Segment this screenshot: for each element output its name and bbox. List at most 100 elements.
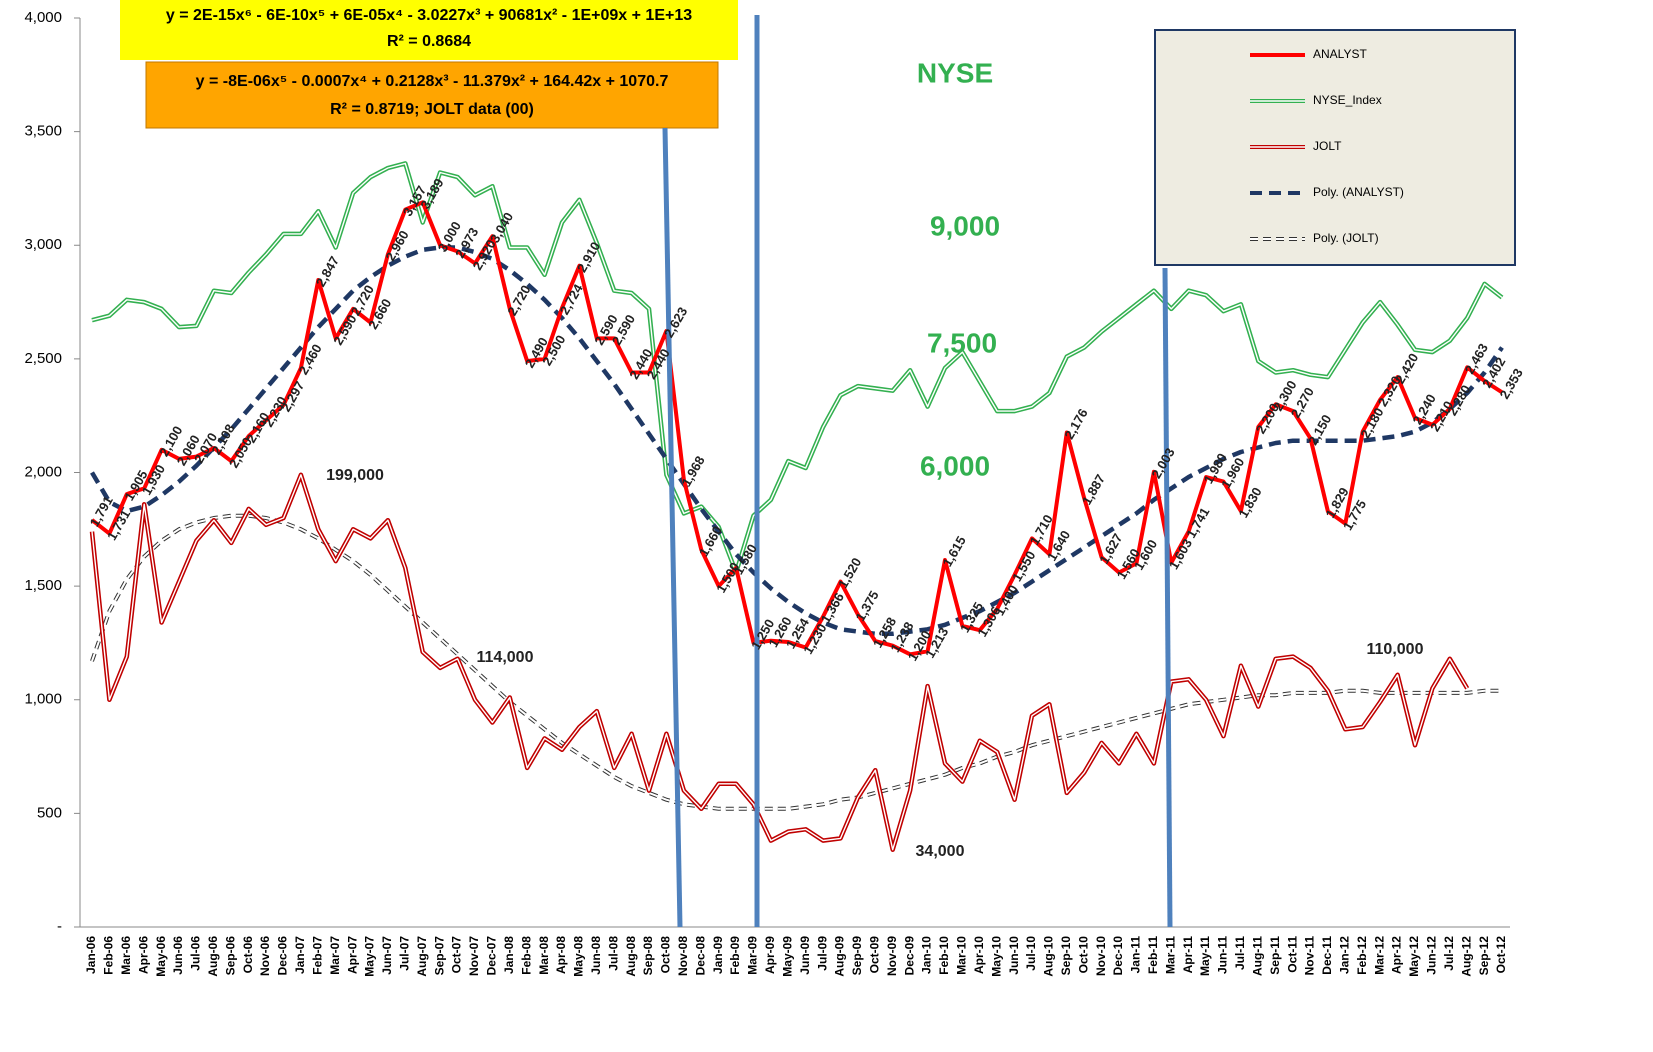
x-tick-label: Apr-07 — [345, 936, 359, 974]
series-line-inner — [91, 514, 1502, 810]
x-tick-label: Mar-06 — [119, 936, 133, 975]
equation-box — [145, 61, 719, 129]
x-tick-label: Nov-06 — [258, 936, 272, 976]
x-tick-label: Sep-08 — [641, 936, 655, 976]
x-tick-label: Jan-08 — [502, 936, 516, 974]
x-tick-label: May-12 — [1407, 936, 1421, 977]
x-tick-label: Apr-11 — [1181, 936, 1195, 974]
annotation: 110,000 — [1367, 641, 1424, 658]
x-tick-label: Sep-10 — [1059, 936, 1073, 976]
x-tick-label: Jul-08 — [606, 936, 620, 971]
legend-box — [1154, 29, 1516, 266]
x-tick-label: Oct-08 — [659, 936, 673, 974]
data-label: 2,623 — [661, 304, 690, 340]
y-tick-label: 4,000 — [24, 9, 62, 26]
x-tick-label: Feb-07 — [310, 936, 324, 975]
series-line — [90, 200, 1504, 657]
x-tick-label: Apr-12 — [1390, 936, 1404, 974]
x-tick-label: Feb-10 — [937, 936, 951, 975]
x-tick-label: Jan-07 — [293, 936, 307, 974]
x-tick-label: Jul-10 — [1024, 936, 1038, 971]
annotation: 199,000 — [326, 467, 384, 484]
x-tick-label: Nov-08 — [676, 936, 690, 976]
equation: y = 2E-15x⁶ - 6E-10x⁵ + 6E-05x⁴ - 3.0227… — [166, 7, 692, 24]
x-tick-label: Sep-07 — [432, 936, 446, 976]
x-tick-label: May-10 — [989, 936, 1003, 977]
x-tick-label: Dec-10 — [1111, 936, 1125, 976]
x-tick-label: Jan-10 — [920, 936, 934, 974]
data-label: 1,366 — [818, 590, 847, 626]
plot — [89, 161, 1504, 852]
x-tick-label: Jul-06 — [189, 936, 203, 971]
y-tick-label: 2,000 — [24, 463, 62, 480]
x-tick-label: Mar-08 — [537, 936, 551, 975]
data-label: 1,830 — [1235, 485, 1264, 521]
x-tick-label: Dec-07 — [485, 936, 499, 976]
x-tick-label: Jun-07 — [380, 936, 394, 975]
x-tick-label: Jun-10 — [1007, 936, 1021, 975]
x-tick-label: Oct-12 — [1494, 936, 1508, 974]
x-tick-label: Sep-12 — [1477, 936, 1491, 976]
data-label: 2,420 — [1392, 351, 1421, 387]
x-tick-label: Mar-07 — [328, 936, 342, 975]
x-tick-label: May-09 — [780, 936, 794, 977]
x-tick-label: May-06 — [154, 936, 168, 977]
marker-line — [1162, 267, 1173, 928]
equation: R² = 0.8684 — [387, 33, 471, 50]
x-tick-label: Jun-06 — [171, 936, 185, 975]
x-tick-label: Feb-12 — [1355, 936, 1369, 975]
y-tick-label: 3,000 — [24, 236, 62, 253]
x-tick-label: Mar-10 — [955, 936, 969, 975]
marker-line — [662, 127, 683, 928]
series-line-inner — [91, 474, 1468, 851]
data-label: 1,615 — [940, 534, 969, 570]
x-tick-label: Mar-11 — [1163, 936, 1177, 974]
x-tick-label: Nov-11 — [1303, 936, 1317, 976]
x-tick-label: Nov-10 — [1094, 936, 1108, 976]
x-tick-label: Aug-09 — [833, 936, 847, 977]
x-tick-label: Nov-07 — [467, 936, 481, 976]
x-tick-label: Aug-07 — [415, 936, 429, 977]
y-tick-label: - — [57, 918, 62, 935]
x-tick-label: Nov-09 — [885, 936, 899, 976]
annotation: 6,000 — [920, 450, 990, 481]
legend-label: Poly. (JOLT) — [1313, 231, 1379, 245]
data-label: 2,280 — [1444, 382, 1473, 418]
x-tick-label: Feb-08 — [519, 936, 533, 975]
x-tick-label: Aug-08 — [624, 936, 638, 977]
equation: y = -8E-06x⁵ - 0.0007x⁴ + 0.2128x³ - 11.… — [196, 73, 669, 90]
x-tick-label: Apr-10 — [972, 936, 986, 974]
x-tick-label: Aug-12 — [1459, 936, 1473, 977]
equation: R² = 0.8719; JOLT data (00) — [330, 101, 534, 118]
equation-box — [120, 0, 738, 60]
x-tick-label: May-08 — [572, 936, 586, 977]
y-tick-label: 1,000 — [24, 691, 62, 708]
x-tick-label: Oct-09 — [868, 936, 882, 974]
data-label: 1,550 — [1009, 548, 1038, 584]
series-line — [90, 513, 1502, 811]
x-tick-label: Jan-11 — [1129, 936, 1143, 974]
annotation: 34,000 — [916, 843, 965, 860]
x-tick-label: Jul-09 — [815, 936, 829, 971]
data-label: 2,180 — [1357, 405, 1386, 441]
annotation: 9,000 — [930, 210, 1000, 241]
x-tick-label: Jun-12 — [1425, 936, 1439, 975]
data-label: 2,176 — [1061, 406, 1090, 442]
x-tick-label: Jul-11 — [1233, 936, 1247, 970]
annotation: NYSE — [917, 57, 993, 88]
series-line — [90, 245, 1504, 637]
data-label: 2,960 — [383, 228, 412, 264]
y-tick-label: 1,500 — [24, 577, 62, 594]
data-label: 2,847 — [313, 254, 342, 290]
x-tick-label: Dec-06 — [276, 936, 290, 976]
y-tick-label: 2,500 — [24, 350, 62, 367]
x-tick-label: Feb-09 — [728, 936, 742, 975]
data-label: 1,640 — [1044, 528, 1073, 564]
x-tick-label: Jan-06 — [84, 936, 98, 974]
x-tick-label: Sep-09 — [850, 936, 864, 976]
data-label: 3,040 — [487, 210, 516, 246]
x-tick-label: Mar-12 — [1372, 936, 1386, 975]
annotation: 7,500 — [927, 327, 997, 358]
y-tick-label: 500 — [37, 804, 62, 821]
